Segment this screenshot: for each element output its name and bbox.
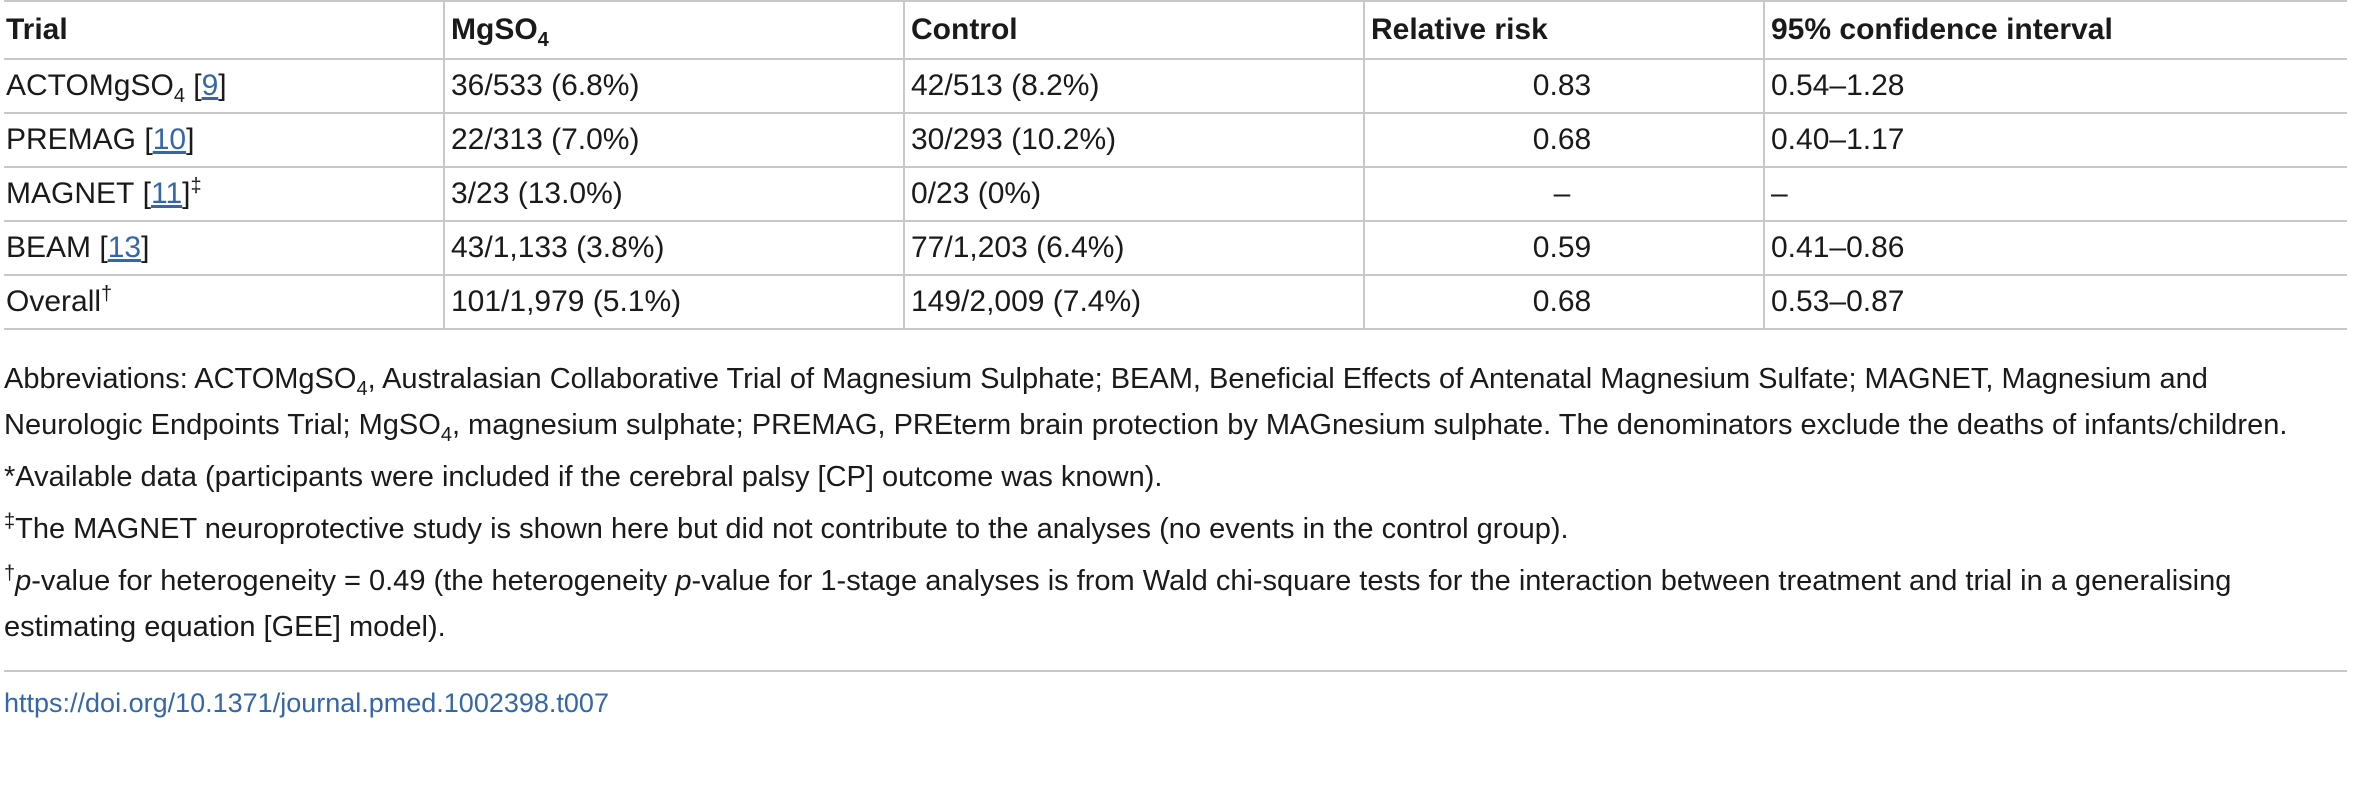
trial-name: BEAM — [6, 231, 92, 264]
cell-confidence-interval: 0.54–1.28 — [1763, 58, 2347, 114]
reference-link[interactable]: 10 — [152, 123, 187, 156]
table-row: BEAM [13] 43/1,133 (3.8%) 77/1,203 (6.4%) 0… — [4, 220, 2347, 276]
cell-trial: ACTOMgSO4 [9] — [4, 58, 444, 114]
trial-name: MAGNET — [6, 177, 135, 210]
cell-trial: Overall† — [4, 274, 444, 330]
abbrev-part-1: Abbreviations: ACTOMgSO — [4, 363, 357, 395]
cell-confidence-interval: 0.40–1.17 — [1763, 112, 2347, 168]
divider — [4, 670, 2347, 672]
cell-control: 42/513 (8.2%) — [903, 58, 1364, 114]
header-mgso4-text: MgSO — [451, 13, 538, 46]
star-text: Available data (participants were includ… — [15, 461, 1163, 493]
footnote-double-dagger: ‡The MAGNET neuroprotective study is sho… — [4, 506, 2324, 552]
double-dagger-mark: ‡ — [4, 510, 16, 533]
cell-relative-risk: 0.59 — [1363, 220, 1764, 276]
trial-ref-close: ] — [182, 177, 191, 210]
trial-ref-close: ] — [218, 69, 227, 102]
trial-ref-close: ] — [186, 123, 195, 156]
abbrev-subscript-2: 4 — [440, 423, 452, 446]
trial-ref-open: [ — [184, 69, 202, 102]
footnotes: Abbreviations: ACTOMgSO4, Australasian C… — [4, 356, 2344, 650]
cell-control: 0/23 (0%) — [903, 166, 1364, 222]
header-mgso4: MgSO4 — [443, 0, 904, 60]
header-relative-risk: Relative risk — [1363, 0, 1764, 60]
footnote-star: *Available data (participants were inclu… — [4, 454, 2324, 500]
double-dagger-text: The MAGNET neuroprotective study is show… — [15, 513, 1569, 545]
reference-link[interactable]: 11 — [151, 177, 183, 210]
dagger-p-italic-2: p — [675, 565, 692, 597]
cell-control: 77/1,203 (6.4%) — [903, 220, 1364, 276]
abbrev-subscript-1: 4 — [356, 377, 368, 400]
reference-link[interactable]: 9 — [201, 69, 219, 102]
table-row: PREMAG [10] 22/313 (7.0%) 30/293 (10.2%) 0.… — [4, 112, 2347, 168]
trial-subscript: 4 — [173, 85, 185, 107]
cell-control: 149/2,009 (7.4%) — [903, 274, 1364, 330]
table-row: Overall† 101/1,979 (5.1%) 149/2,009 (7.4%)… — [4, 274, 2347, 330]
cell-mgso4: 43/1,133 (3.8%) — [443, 220, 904, 276]
cell-mgso4: 22/313 (7.0%) — [443, 112, 904, 168]
cell-trial: MAGNET [11]‡ — [4, 166, 444, 222]
table-row: ACTOMgSO4 [9] 36/533 (6.8%) 42/513 (8.2%) 0… — [4, 58, 2347, 114]
cell-control: 30/293 (10.2%) — [903, 112, 1364, 168]
trial-footnote-mark: † — [101, 283, 113, 305]
trial-name: PREMAG — [6, 123, 137, 156]
header-control: Control — [903, 0, 1364, 60]
dagger-text-2: -value for 1-stage analyses is from Wald… — [4, 565, 2232, 643]
cell-trial: BEAM [13] — [4, 220, 444, 276]
table-row: MAGNET [11]‡ 3/23 (13.0%) 0/23 (0%) – – — [4, 166, 2347, 222]
star-mark: * — [4, 461, 16, 493]
header-trial: Trial — [4, 0, 444, 60]
cell-relative-risk: 0.68 — [1363, 112, 1764, 168]
dagger-mark: † — [4, 562, 16, 585]
reference-link[interactable]: 13 — [107, 231, 142, 264]
header-row: Trial MgSO4 Control Relative risk 95% co… — [4, 0, 2347, 60]
trial-footnote-mark: ‡ — [190, 175, 202, 197]
trial-ref-open: [ — [134, 177, 152, 210]
cell-confidence-interval: 0.41–0.86 — [1763, 220, 2347, 276]
trial-ref-open: [ — [91, 231, 108, 264]
cell-trial: PREMAG [10] — [4, 112, 444, 168]
cell-mgso4: 3/23 (13.0%) — [443, 166, 904, 222]
trial-name: Overall — [6, 285, 102, 318]
table-body: ACTOMgSO4 [9] 36/533 (6.8%) 42/513 (8.2%) 0… — [4, 58, 2347, 330]
footnote-dagger: †p-value for heterogeneity = 0.49 (the h… — [4, 558, 2324, 650]
trial-ref-open: [ — [136, 123, 153, 156]
header-confidence-interval: 95% confidence interval — [1763, 0, 2347, 60]
abbrev-part-3: , magnesium sulphate; PREMAG, PREterm br… — [451, 409, 2288, 441]
abbrev-part-2: , Australasian Collaborative Trial of Ma… — [4, 363, 2208, 441]
dagger-p-italic-1: p — [15, 565, 32, 597]
cell-confidence-interval: – — [1763, 166, 2347, 222]
footnote-abbreviations: Abbreviations: ACTOMgSO4, Australasian C… — [4, 356, 2324, 448]
dagger-text-1: -value for heterogeneity = 0.49 (the het… — [31, 565, 676, 597]
cell-relative-risk: 0.68 — [1363, 274, 1764, 330]
cell-mgso4: 101/1,979 (5.1%) — [443, 274, 904, 330]
doi-link[interactable]: https://doi.org/10.1371/journal.pmed.100… — [4, 688, 609, 718]
cell-confidence-interval: 0.53–0.87 — [1763, 274, 2347, 330]
cell-relative-risk: 0.83 — [1363, 58, 1764, 114]
trial-ref-close: ] — [141, 231, 150, 264]
cell-relative-risk: – — [1363, 166, 1764, 222]
cell-mgso4: 36/533 (6.8%) — [443, 58, 904, 114]
header-mgso4-subscript: 4 — [537, 29, 549, 51]
results-table: Trial MgSO4 Control Relative risk 95% co… — [4, 0, 2347, 330]
trial-name: ACTOMgSO — [6, 69, 174, 102]
